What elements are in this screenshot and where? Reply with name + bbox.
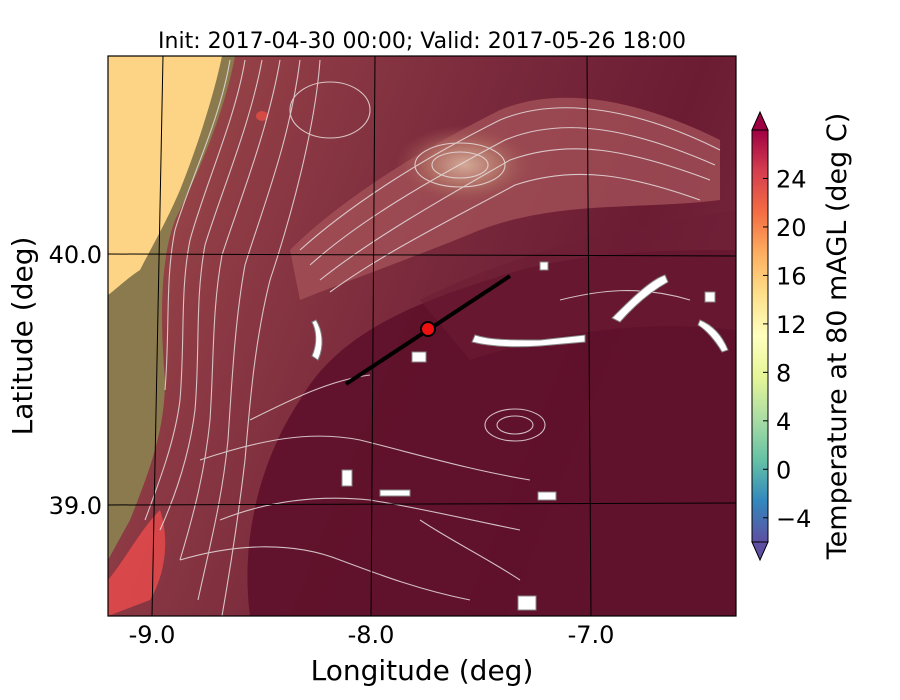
gridline-lat [108,253,736,257]
colorbar: 24 20 16 12 8 4 0 −4 Temperature at 80 mAGL (de… [751,110,853,562]
colorbar-tick-label: 12 [776,311,807,339]
map-gridlines [108,56,736,616]
colorbar-tick-label: 20 [776,214,807,242]
temperature-field-hot-region [247,250,736,616]
gridline-lon [151,56,164,616]
colorbar-tick-label: −4 [776,505,811,533]
site-marker [420,321,436,337]
colorbar-ticks: 24 20 16 12 8 4 0 −4 [763,165,811,533]
x-tick-label: -9.0 [129,621,176,649]
colorbar-tick-label: 0 [776,456,791,484]
map-frame [107,55,737,617]
gridline-lon [586,56,592,616]
y-tick-label: 40.0 [49,241,102,269]
colorbar-tick-label: 4 [776,408,791,436]
colorbar-body [751,129,769,543]
temperature-field-summit [395,125,535,205]
x-tick-label: -7.0 [568,621,615,649]
gridline-lon [370,56,376,616]
temperature-field-mid-region [420,210,736,360]
contour-lines [144,59,721,616]
map-area [108,56,736,616]
temperature-field-warm-spot [108,510,166,616]
plot-title: Init: 2017-04-30 00:00; Valid: 2017-05-2… [158,29,686,54]
temperature-field-ocean [108,56,222,295]
gridline-lat [108,502,736,506]
x-axis-label: Longitude (deg) [311,654,534,687]
y-tick-label: 39.0 [49,492,102,520]
missing-data-patches [311,261,729,611]
colorbar-tick-label: 16 [776,262,807,290]
y-axis-label: Latitude (deg) [6,237,39,436]
x-tick-label: -8.0 [348,621,395,649]
colorbar-label: Temperature at 80 mAGL (deg C) [822,113,853,561]
temperature-field-highland [290,97,720,301]
temperature-field-warm-dot [256,111,268,121]
colorbar-tick-label: 8 [776,359,791,387]
colorbar-extend-bottom [751,541,769,562]
colorbar-tick-label: 24 [776,165,807,193]
colorbar-extend-top [751,110,769,131]
